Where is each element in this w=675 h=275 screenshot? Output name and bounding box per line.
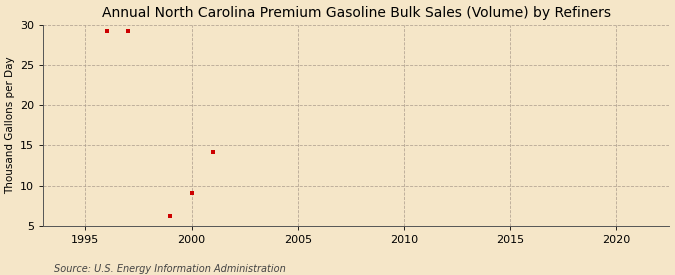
Point bbox=[101, 28, 112, 33]
Text: Source: U.S. Energy Information Administration: Source: U.S. Energy Information Administ… bbox=[54, 264, 286, 274]
Point bbox=[165, 214, 176, 218]
Title: Annual North Carolina Premium Gasoline Bulk Sales (Volume) by Refiners: Annual North Carolina Premium Gasoline B… bbox=[102, 6, 611, 20]
Point bbox=[122, 29, 133, 34]
Y-axis label: Thousand Gallons per Day: Thousand Gallons per Day bbox=[5, 56, 16, 194]
Point bbox=[186, 191, 197, 195]
Point bbox=[207, 150, 218, 154]
